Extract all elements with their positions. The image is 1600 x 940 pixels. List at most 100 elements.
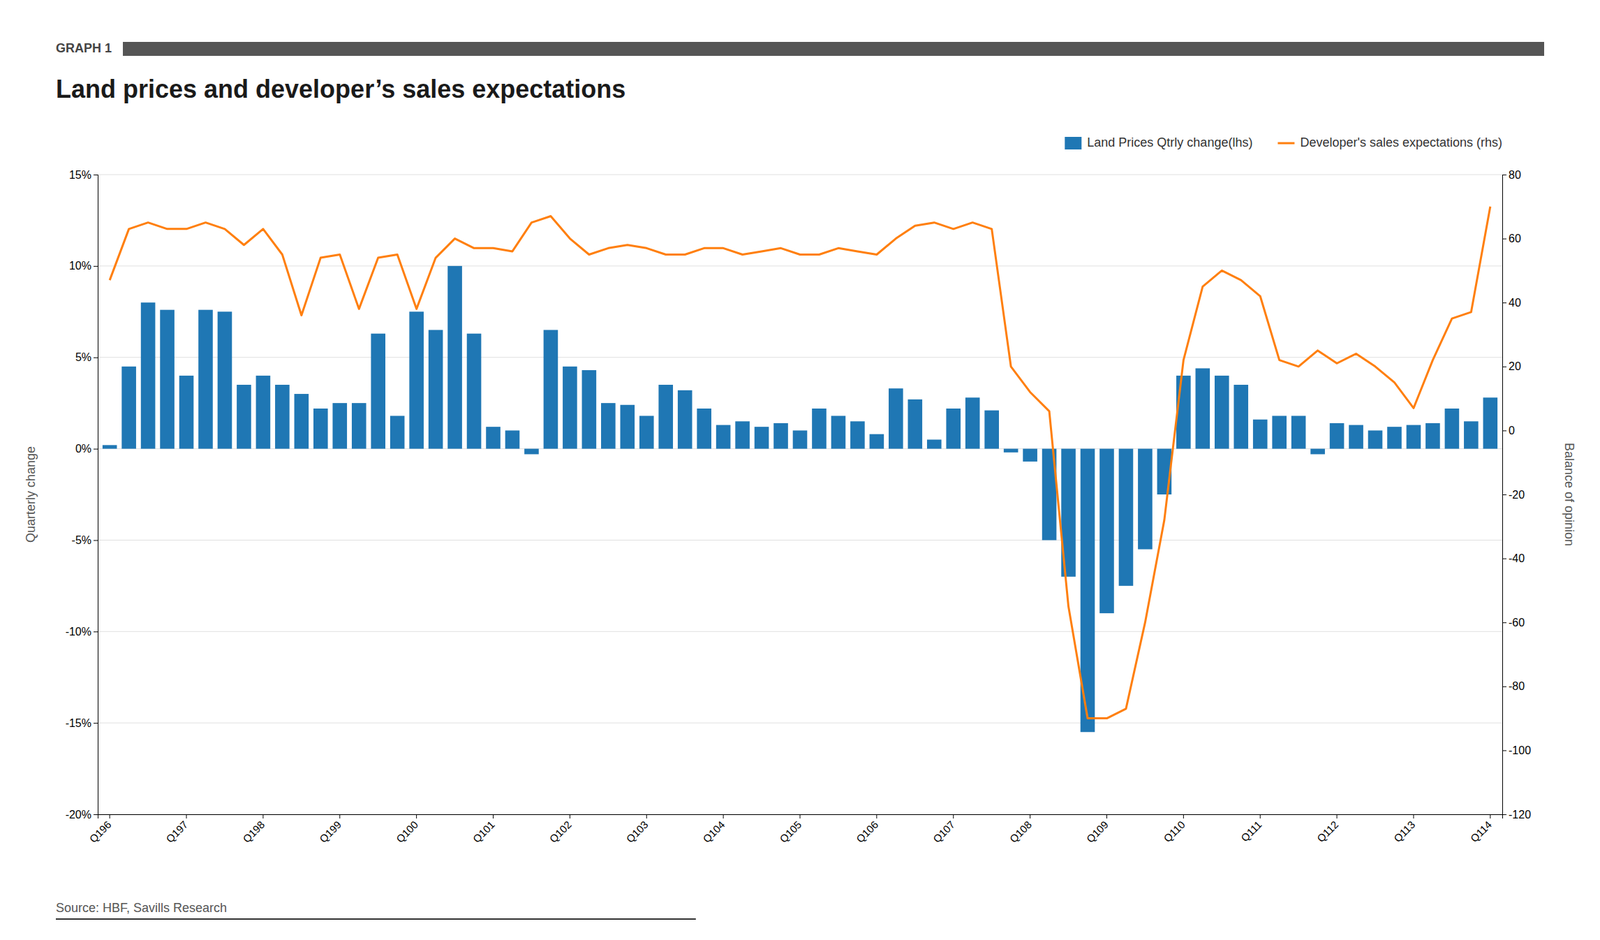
line xyxy=(109,206,1491,719)
tick-label: Q113 xyxy=(1391,818,1418,844)
tick-mark xyxy=(1183,813,1184,819)
bar xyxy=(1387,426,1402,449)
bar xyxy=(945,408,961,449)
tick-label: Q106 xyxy=(853,818,881,845)
tick-label: Q107 xyxy=(930,818,958,845)
tick-mark xyxy=(1412,813,1414,819)
legend-swatch xyxy=(1064,136,1082,150)
tick-mark xyxy=(1260,813,1261,819)
tick: Q101 xyxy=(470,813,498,845)
tick-mark xyxy=(93,722,98,724)
tick: 0 xyxy=(1502,424,1515,437)
graph-label: GRAPH 1 xyxy=(55,41,112,56)
tick: 80 xyxy=(1502,168,1522,181)
bar xyxy=(1406,425,1422,449)
tick-label: -20 xyxy=(1508,488,1525,501)
tick: 20 xyxy=(1502,360,1522,373)
axis: Q196Q197Q198Q199Q100Q101Q102Q103Q104Q105… xyxy=(86,813,1503,845)
tick-mark xyxy=(93,174,98,176)
bar xyxy=(696,408,712,449)
tick-label: 0% xyxy=(75,442,92,455)
marks xyxy=(102,206,1498,732)
bar xyxy=(467,333,482,449)
bar xyxy=(217,311,233,449)
tick: Q199 xyxy=(316,813,344,845)
bar xyxy=(159,309,175,449)
tick-label: 10% xyxy=(69,259,92,272)
tick-label: -10% xyxy=(65,625,92,638)
bar xyxy=(485,426,501,449)
bar xyxy=(1329,423,1345,449)
tick-mark xyxy=(1502,174,1507,176)
tick: -20% xyxy=(65,808,98,821)
bar xyxy=(1445,408,1460,449)
tick-label: 20 xyxy=(1508,360,1522,373)
legend: Land Prices Qtrly change(lhs)Developer's… xyxy=(1064,135,1503,150)
tick: Q114 xyxy=(1468,813,1494,844)
bar xyxy=(1137,448,1153,550)
bar xyxy=(1271,415,1287,449)
tick: Q102 xyxy=(547,813,574,845)
bar xyxy=(121,366,137,449)
tick-label: Q110 xyxy=(1160,818,1187,844)
tick: 15% xyxy=(69,168,98,181)
bar xyxy=(1022,448,1038,462)
tick-mark xyxy=(1502,302,1507,303)
tick-mark xyxy=(339,813,340,819)
axis-title: Quarterly change xyxy=(23,446,38,543)
bar xyxy=(1463,420,1479,449)
tick: -15% xyxy=(65,716,98,729)
tick: 5% xyxy=(75,351,98,364)
bar xyxy=(1291,415,1307,449)
tick: Q198 xyxy=(240,813,267,845)
tick-mark xyxy=(416,813,417,819)
bar xyxy=(831,415,847,449)
bar xyxy=(332,402,347,449)
bar xyxy=(562,366,578,449)
tick-label: -60 xyxy=(1508,616,1525,629)
title: Land prices and developer’s sales expect… xyxy=(55,74,626,104)
legend-label: Land Prices Qtrly change(lhs) xyxy=(1086,135,1253,150)
tick-mark xyxy=(93,265,98,267)
bar xyxy=(370,333,386,449)
bar xyxy=(639,415,655,449)
tick-label: Q197 xyxy=(163,818,190,845)
tick: Q197 xyxy=(163,813,190,845)
bar xyxy=(351,402,367,449)
bar xyxy=(390,415,405,449)
bar xyxy=(927,439,942,449)
bar xyxy=(1348,425,1364,449)
axis: -120-100-80-60-40-20020406080 xyxy=(1502,168,1531,821)
bar xyxy=(1099,448,1115,614)
bar xyxy=(524,448,539,455)
tick-label: 15% xyxy=(69,168,92,181)
grid-line xyxy=(97,539,1503,541)
tick-label: 0 xyxy=(1508,424,1515,437)
tick: Q106 xyxy=(853,813,881,845)
tick-mark xyxy=(1029,813,1031,819)
tick-mark xyxy=(93,631,98,632)
tick-mark xyxy=(1106,813,1108,819)
tick-label: Q100 xyxy=(393,818,421,845)
bar xyxy=(102,444,118,449)
tick: Q112 xyxy=(1314,813,1341,844)
tick: Q196 xyxy=(86,813,114,845)
grid xyxy=(97,174,1503,814)
tick-mark xyxy=(1502,621,1507,623)
tick: Q100 xyxy=(393,813,421,845)
tick-label: Q105 xyxy=(776,818,804,845)
tick-mark xyxy=(1502,494,1507,495)
tick-mark xyxy=(646,813,648,819)
bar xyxy=(141,302,156,449)
tick-mark xyxy=(1502,686,1507,687)
tick: -60 xyxy=(1502,616,1525,629)
bar xyxy=(256,375,271,449)
grid-line xyxy=(97,174,1503,176)
tick-mark xyxy=(93,813,98,815)
tick: -10% xyxy=(65,625,98,638)
bar xyxy=(409,311,424,449)
tick-mark xyxy=(952,813,954,819)
legend-item: Land Prices Qtrly change(lhs) xyxy=(1064,135,1253,150)
bar xyxy=(1119,448,1134,586)
tick-mark xyxy=(186,813,188,819)
